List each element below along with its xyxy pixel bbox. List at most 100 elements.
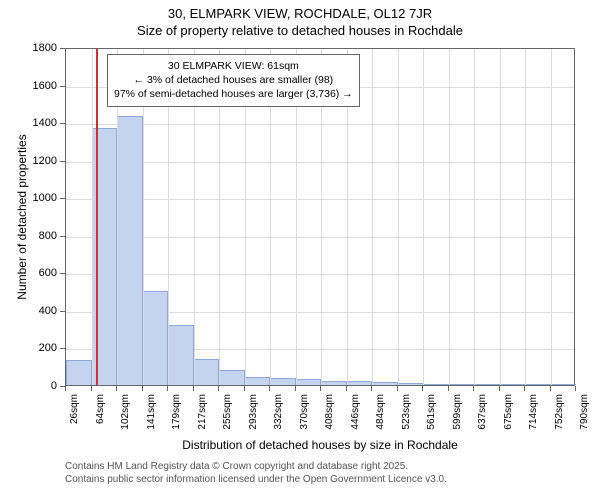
x-tick-mark (499, 386, 500, 391)
x-tick-mark (295, 386, 296, 391)
grid-line (500, 49, 501, 385)
x-tick-mark (142, 386, 143, 391)
y-tick-mark (60, 236, 65, 237)
y-tick-label: 800 (0, 230, 57, 242)
x-tick-label: 332sqm (273, 394, 284, 438)
grid-line (372, 49, 373, 385)
histogram-bar (66, 360, 92, 385)
histogram-bar (168, 325, 194, 385)
title-line-2: Size of property relative to detached ho… (0, 23, 600, 40)
histogram-bar (525, 384, 551, 385)
x-tick-mark (473, 386, 474, 391)
y-tick-mark (60, 48, 65, 49)
x-tick-label: 523sqm (401, 394, 412, 438)
grid-line (92, 49, 93, 385)
histogram-bar (372, 382, 398, 385)
x-tick-label: 64sqm (95, 394, 106, 438)
histogram-bar (474, 384, 500, 385)
x-tick-mark (448, 386, 449, 391)
x-tick-label: 217sqm (197, 394, 208, 438)
x-tick-mark (193, 386, 194, 391)
x-tick-mark (371, 386, 372, 391)
x-tick-label: 752sqm (554, 394, 565, 438)
x-tick-label: 484sqm (375, 394, 386, 438)
x-tick-label: 179sqm (171, 394, 182, 438)
y-tick-label: 200 (0, 342, 57, 354)
grid-line (449, 49, 450, 385)
histogram-bar (296, 379, 322, 385)
y-tick-label: 1000 (0, 192, 57, 204)
x-tick-mark (65, 386, 66, 391)
x-tick-mark (422, 386, 423, 391)
x-tick-label: 714sqm (528, 394, 539, 438)
footer-text: Contains HM Land Registry data © Crown c… (65, 460, 447, 486)
x-tick-mark (218, 386, 219, 391)
y-tick-label: 1400 (0, 117, 57, 129)
histogram-bar (270, 378, 296, 385)
marker-line (96, 49, 98, 385)
x-tick-label: 102sqm (120, 394, 131, 438)
x-tick-label: 408sqm (324, 394, 335, 438)
footer-line-2: Contains public sector information licen… (65, 473, 447, 486)
title-line-1: 30, ELMPARK VIEW, ROCHDALE, OL12 7JR (0, 6, 600, 23)
histogram-bar (245, 377, 271, 385)
y-tick-label: 1800 (0, 42, 57, 54)
y-tick-label: 600 (0, 267, 57, 279)
grid-line (551, 49, 552, 385)
x-tick-label: 599sqm (452, 394, 463, 438)
y-tick-mark (60, 311, 65, 312)
grid-line (525, 49, 526, 385)
annotation-line-1: 30 ELMPARK VIEW: 61sqm (114, 59, 353, 73)
x-tick-label: 255sqm (222, 394, 233, 438)
x-tick-mark (550, 386, 551, 391)
x-tick-mark (116, 386, 117, 391)
x-tick-mark (91, 386, 92, 391)
x-tick-mark (167, 386, 168, 391)
y-tick-mark (60, 273, 65, 274)
x-tick-label: 675sqm (503, 394, 514, 438)
y-tick-label: 0 (0, 380, 57, 392)
x-tick-mark (346, 386, 347, 391)
histogram-bar (347, 381, 373, 385)
histogram-bar (398, 383, 424, 385)
y-tick-label: 400 (0, 305, 57, 317)
histogram-bar (500, 384, 526, 385)
y-tick-mark (60, 198, 65, 199)
histogram-bar (117, 116, 143, 385)
x-tick-label: 293sqm (248, 394, 259, 438)
annotation-line-2: ← 3% of detached houses are smaller (98) (114, 73, 353, 87)
x-tick-label: 790sqm (579, 394, 590, 438)
histogram-bar (423, 384, 449, 385)
histogram-bar (194, 359, 220, 385)
x-tick-label: 561sqm (426, 394, 437, 438)
x-tick-label: 370sqm (299, 394, 310, 438)
x-tick-mark (244, 386, 245, 391)
x-tick-mark (397, 386, 398, 391)
x-tick-mark (575, 386, 576, 391)
chart-title-block: 30, ELMPARK VIEW, ROCHDALE, OL12 7JR Siz… (0, 0, 600, 40)
histogram-bar (219, 370, 245, 385)
annotation-line-3: 97% of semi-detached houses are larger (… (114, 87, 353, 101)
y-tick-mark (60, 348, 65, 349)
y-axis-title: Number of detached properties (15, 117, 29, 317)
chart-container: { "title": { "line1": "30, ELMPARK VIEW,… (0, 0, 600, 500)
histogram-bar (321, 381, 347, 385)
grid-line (398, 49, 399, 385)
footer-line-1: Contains HM Land Registry data © Crown c… (65, 460, 447, 473)
y-tick-label: 1600 (0, 80, 57, 92)
x-tick-label: 141sqm (146, 394, 157, 438)
x-axis-title: Distribution of detached houses by size … (65, 438, 575, 452)
x-tick-mark (524, 386, 525, 391)
x-tick-label: 26sqm (69, 394, 80, 438)
histogram-bar (449, 384, 475, 385)
x-tick-mark (269, 386, 270, 391)
x-tick-mark (320, 386, 321, 391)
x-tick-label: 446sqm (350, 394, 361, 438)
grid-line (474, 49, 475, 385)
histogram-bar (143, 291, 169, 385)
grid-line (423, 49, 424, 385)
y-tick-mark (60, 161, 65, 162)
y-tick-mark (60, 86, 65, 87)
y-tick-mark (60, 123, 65, 124)
x-tick-label: 637sqm (477, 394, 488, 438)
